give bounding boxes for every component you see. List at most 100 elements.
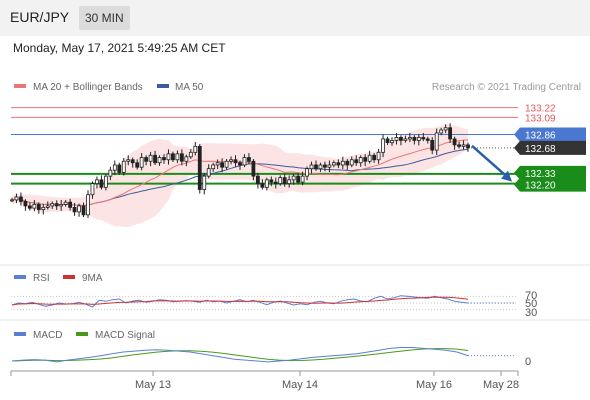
candle-body [448,127,453,140]
candle-body [273,181,278,184]
candle-body [255,175,260,184]
rsi-tick-30: 30 [525,307,537,319]
candle-body [171,153,175,161]
candle-body [72,206,77,213]
x-tick-label: May 28 [483,379,519,391]
macd-legend-label: MACD [33,330,62,341]
candle-body [86,194,90,216]
candle-body [466,144,470,149]
candle-body [36,204,41,211]
candle-body [390,140,394,144]
candle-body [425,138,430,141]
candle-body [323,164,327,168]
candle-body [188,151,193,158]
candle-body [45,205,50,208]
candle-body [54,203,59,207]
price-level-label: 132.68 [525,144,556,155]
candle-body [336,162,341,166]
price-level-label: 133.09 [525,113,556,124]
macd-plot [11,347,516,363]
candle-body [354,159,359,164]
candle-body [376,151,381,161]
candle-body [251,160,256,177]
candle-body [32,204,37,209]
price-level-label: 132.86 [525,130,556,141]
candle-body [287,179,292,184]
candle-body [99,179,104,188]
candle-body [238,162,242,166]
candle-body [278,177,283,184]
candle-body [162,157,166,161]
candle-body [282,177,287,184]
macd-line [11,347,469,363]
candle-body [358,157,363,164]
candle-body [318,164,323,170]
candle-body [112,164,117,171]
candle-body [309,164,314,170]
candle-body [349,159,354,166]
candle-body [242,157,247,166]
candle-body [233,159,238,164]
candle-body [144,157,149,162]
candle-body [439,129,444,134]
candle-body [430,140,435,151]
candle-body [416,137,421,141]
candle-body [305,168,309,177]
timeframe-badge[interactable]: 30 MIN [79,6,130,30]
candle-body [443,127,448,131]
candle-body [385,138,390,144]
candle-body [291,175,296,181]
candle-body [19,196,23,202]
candle-body [264,179,269,188]
x-axis-ticks: May 13 May 14 May 16 May 28 [10,371,519,391]
ma20-legend-swatch [14,84,26,88]
candle-body [103,175,108,188]
candle-body [367,154,372,162]
candle-body [68,201,73,208]
candle-body [121,160,126,173]
rsi-legend-label: RSI [33,273,50,284]
rsi-tick-70: 70 [525,290,537,302]
rsi-ma-legend-label: 9MA [82,273,103,284]
macd-tick-0: 0 [525,356,531,368]
instrument-symbol: EUR/JPY [10,9,70,25]
ma50-legend-swatch [157,84,169,88]
x-tick-label: May 13 [135,379,171,391]
price-level-tag [514,177,586,192]
candle-body [381,138,385,153]
candle-body [229,159,233,162]
rsi-ma-legend-swatch [63,275,75,279]
candle-body [394,137,399,141]
copyright-text: Research © 2021 Trading Central [432,82,581,93]
candle-body [202,175,207,190]
candle-body [157,157,162,164]
candle-body [179,153,184,162]
candle-body [403,138,408,141]
candle-body [117,164,122,173]
ma20-legend-label: MA 20 + Bollinger Bands [33,82,143,93]
candle-body [14,196,19,201]
candle-body [166,153,171,161]
candle-body [345,160,350,166]
price-level-label: 132.20 [525,181,556,192]
candle-body [452,138,457,146]
candle-body [126,159,131,162]
candle-body [77,205,81,213]
price-level-tag [514,140,586,155]
candle-body [81,205,86,216]
candle-body [108,169,113,177]
candle-body [135,162,140,168]
candle-body [197,145,202,190]
candle-body [211,164,216,170]
candle-body [175,153,180,161]
candle-body [206,168,211,177]
candle-body [457,144,461,147]
candle-body [27,205,32,209]
candle-body [296,175,301,183]
candle-body [434,132,439,151]
rsi-tick-50: 50 [525,298,537,310]
candle-body [95,179,99,184]
candle-body [41,206,46,211]
